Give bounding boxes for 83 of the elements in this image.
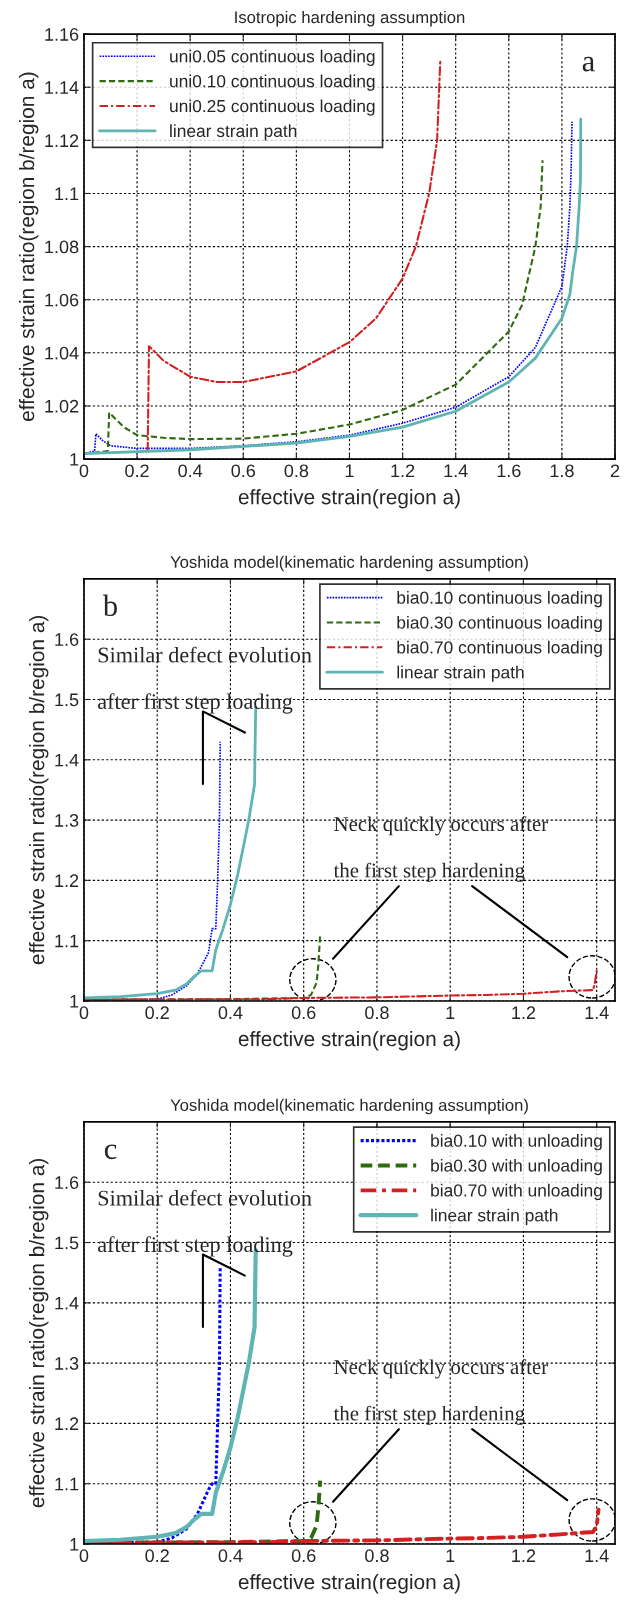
annotation: c (104, 1144, 117, 1160)
legend-label: bia0.30 with unloading (431, 1158, 602, 1176)
x-tick-label: 1.4 (585, 1549, 609, 1562)
x-tick-label: 1.4 (444, 464, 468, 477)
y-tick-label: 1.16 (45, 28, 79, 41)
legend-label: linear strain path (431, 1208, 558, 1225)
x-tick-label: 0 (79, 1549, 89, 1563)
chart-title: Yoshida model(kinematic hardening assumption) (170, 1098, 528, 1115)
x-tick-label: 0.6 (231, 464, 256, 478)
x-tick-label: 0.2 (145, 1006, 169, 1020)
x-tick-label: 0.6 (291, 1549, 316, 1563)
x-tick-label: 0.8 (365, 1549, 389, 1563)
annotation: the first step hardening (333, 862, 525, 882)
y-tick-label: 1.02 (45, 399, 79, 413)
annotation: Neck quickly occurs after (334, 1359, 548, 1379)
x-tick-label: 1.6 (497, 464, 521, 478)
legend-label: uni0.10 continuous loading (170, 74, 375, 91)
y-tick-label: 1.2 (55, 1417, 79, 1430)
annotation: the first step hardening (333, 1405, 525, 1425)
x-tick-label: 0 (79, 1006, 89, 1020)
legend-label: linear strain path (397, 665, 524, 682)
x-tick-label: 0.4 (218, 1549, 243, 1563)
x-tick-label: 2 (610, 464, 620, 477)
y-tick-label: 1.6 (55, 1176, 79, 1189)
chart-title: Isotropic hardening assumption (235, 10, 465, 27)
y-tick-label: 1 (70, 453, 79, 466)
x-tick-label: 1.4 (585, 1006, 609, 1019)
x-tick-label: 1 (345, 464, 354, 477)
x-tick-label: 0.2 (145, 1549, 169, 1563)
x-tick-label: 1.2 (391, 464, 415, 477)
y-tick-label: 1.12 (45, 134, 79, 147)
x-tick-label: 0.4 (218, 1006, 243, 1020)
y-tick-label: 1.3 (55, 814, 79, 827)
legend-label: bia0.10 continuous loading (397, 591, 602, 608)
chart-title: Yoshida model(kinematic hardening assumption) (170, 555, 528, 572)
y-tick-label: 1.5 (55, 1236, 79, 1250)
annotation: b (102, 594, 117, 617)
x-tick-label: 1.8 (550, 464, 574, 478)
x-tick-label: 0.2 (125, 464, 149, 478)
legend-label: bia0.70 with unloading (431, 1183, 602, 1201)
x-tick-label: 1.2 (512, 1549, 536, 1562)
legend-label: bia0.70 continuous loading (397, 640, 602, 657)
legend-label: bia0.10 with unloading (431, 1134, 602, 1151)
annotation: after first step loading (98, 1236, 293, 1257)
x-axis-title: effective strain(region a) (238, 1574, 460, 1594)
legend-label: uni0.25 continuous loading (170, 99, 375, 116)
y-tick-label: 1.5 (55, 693, 79, 707)
x-tick-label: 0.4 (178, 464, 203, 478)
x-tick-label: 0.6 (291, 1006, 316, 1020)
x-tick-label: 1.2 (512, 1006, 536, 1019)
y-tick-label: 1.04 (45, 346, 79, 360)
x-tick-label: 1 (446, 1549, 455, 1562)
y-tick-label: 1.1 (55, 1477, 79, 1491)
y-axis-title: effective strain ratio(region b/region a) (29, 615, 49, 965)
annotation: after first step loading (98, 693, 293, 714)
y-tick-label: 1.6 (55, 633, 79, 646)
y-tick-label: 1 (70, 1538, 79, 1551)
y-tick-label: 1.2 (55, 874, 79, 887)
y-axis-title: effective strain ratio(region b/region a) (18, 72, 39, 421)
y-axis-title: effective strain ratio(region b/region a) (29, 1159, 49, 1508)
y-tick-label: 1.4 (55, 1296, 79, 1310)
x-tick-label: 0 (79, 464, 89, 478)
y-tick-label: 1.08 (45, 240, 79, 254)
y-tick-label: 1.3 (55, 1357, 79, 1370)
y-tick-label: 1.1 (55, 187, 79, 200)
annotation: Similar defect evolution (98, 1189, 312, 1206)
x-tick-label: 0.8 (365, 1006, 389, 1020)
annotation: Neck quickly occurs after (334, 816, 548, 836)
legend-label: bia0.30 continuous loading (397, 615, 602, 633)
y-tick-label: 1 (70, 995, 79, 1008)
annotation: Similar defect evolution (98, 646, 312, 663)
legend-label: uni0.05 continuous loading (170, 49, 375, 66)
x-axis-title: effective strain(region a) (238, 489, 460, 509)
x-tick-label: 0.8 (284, 464, 309, 478)
y-tick-label: 1.4 (55, 753, 79, 767)
y-tick-label: 1.14 (45, 81, 79, 94)
x-tick-label: 1 (446, 1006, 455, 1019)
y-tick-label: 1.06 (45, 293, 79, 307)
legend-label: linear strain path (170, 124, 297, 141)
x-axis-title: effective strain(region a) (238, 1030, 460, 1051)
annotation: a (582, 56, 595, 72)
y-tick-label: 1.1 (55, 934, 79, 948)
line-series (83, 969, 598, 1001)
